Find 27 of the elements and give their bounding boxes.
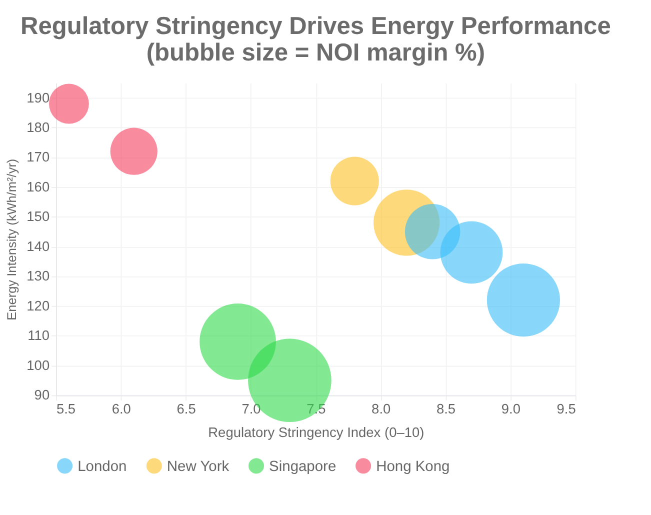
y-tick-label: 100 — [26, 358, 50, 373]
x-tick-label: 6.0 — [112, 401, 132, 416]
x-axis-title: Regulatory Stringency Index (0–10) — [208, 424, 424, 440]
legend-label: New York — [166, 458, 230, 475]
legend-label: London — [78, 458, 127, 475]
x-tick-label: 8.0 — [372, 401, 392, 416]
y-tick-label: 120 — [26, 298, 50, 314]
legend-label: Singapore — [269, 458, 336, 475]
y-tick-label: 90 — [34, 388, 50, 403]
text: (bubble size = NOI margin %) — [146, 39, 486, 66]
x-tick-label: 6.5 — [176, 401, 196, 416]
y-axis-title: Energy Intensity (kWh/m²/yr) — [4, 158, 19, 320]
text: Regulatory Stringency Drives Energy Performance — [20, 12, 611, 40]
x-tick-label: 8.5 — [436, 401, 456, 416]
y-tick-label: 140 — [26, 238, 50, 254]
y-tick-label: 190 — [26, 90, 50, 106]
x-tick-label: 9.5 — [556, 401, 576, 416]
y-tick-label: 160 — [26, 179, 50, 194]
y-tick-label: 150 — [26, 209, 50, 224]
y-tick-label: 130 — [26, 268, 50, 284]
y-tick-label: 110 — [28, 328, 50, 344]
y-tick-label: 180 — [26, 120, 50, 135]
x-tick-label: 5.5 — [56, 401, 76, 416]
x-tick-label: 7.0 — [242, 401, 262, 416]
x-tick-label: 9.0 — [501, 401, 521, 416]
y-tick-label: 170 — [26, 150, 50, 165]
legend-label: Hong Kong — [376, 458, 450, 475]
